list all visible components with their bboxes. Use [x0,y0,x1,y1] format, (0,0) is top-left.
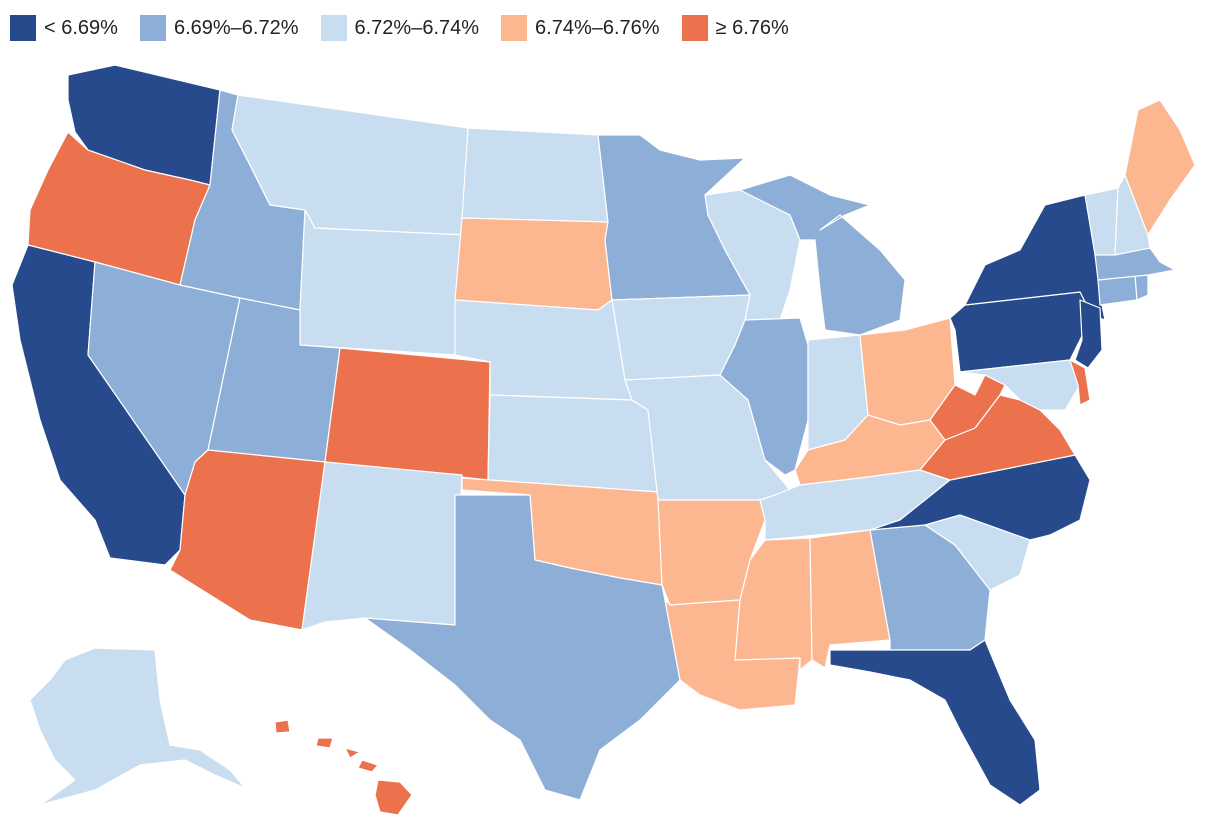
state-SD[interactable] [454,217,613,311]
legend-swatch [681,15,708,41]
state-FL[interactable] [829,639,1041,806]
state-MI[interactable] [739,174,906,336]
legend-label: < 6.69% [44,16,118,39]
state-RI[interactable] [1134,274,1149,301]
state-DE[interactable] [1069,359,1091,406]
state-AZ[interactable] [169,449,326,631]
state-NM[interactable] [301,461,463,631]
state-KS[interactable] [487,394,659,493]
state-NH[interactable] [1114,174,1151,256]
legend-swatch [320,15,347,41]
state-CO[interactable] [324,347,491,481]
state-AK[interactable] [29,647,246,806]
state-TX[interactable] [364,494,681,801]
legend-swatch [10,15,36,41]
legend-swatch [139,15,166,41]
legend-label: ≥ 6.76% [715,16,789,39]
legend-label: 6.69%–6.72% [173,16,299,39]
legend-item-gte-6-76: ≥ 6.76% [681,15,789,41]
legend-label: 6.74%–6.76% [535,16,660,39]
legend: < 6.69% 6.69%–6.72% 6.72%–6.74% 6.74%–6.… [10,12,811,44]
legend-item-6-72-6-74: 6.72%–6.74% [320,15,480,41]
state-ME[interactable] [1124,99,1196,236]
legend-item-lt-6-69: < 6.69% [10,15,118,41]
state-NJ[interactable] [1074,299,1103,369]
state-IL[interactable] [719,317,809,476]
legend-swatch [501,15,528,41]
legend-item-6-69-6-72: 6.69%–6.72% [139,15,299,41]
legend-label: 6.72%–6.74% [354,16,480,39]
state-ND[interactable] [461,127,609,223]
legend-item-6-74-6-76: 6.74%–6.76% [501,15,660,41]
state-HI[interactable] [274,719,413,816]
